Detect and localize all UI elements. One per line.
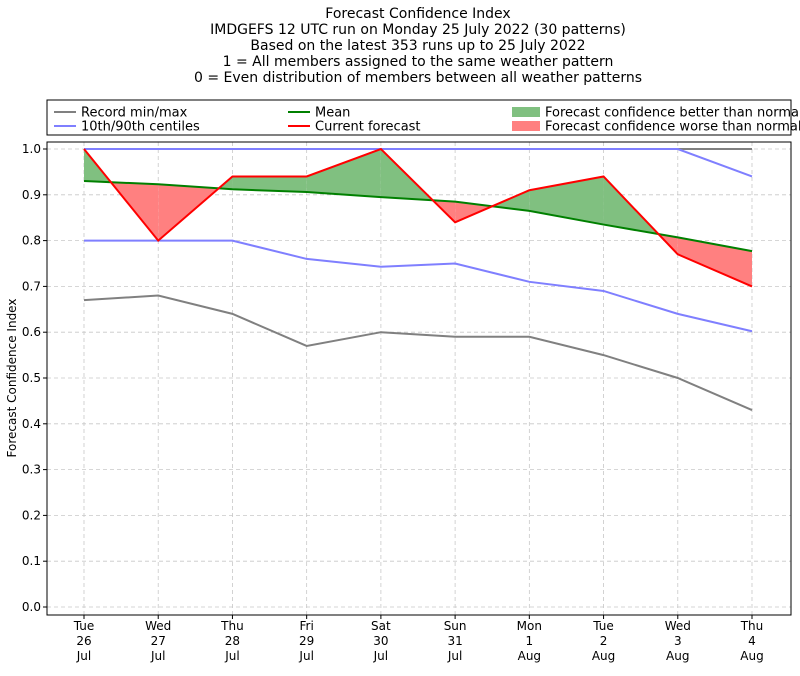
legend-label: Current forecast [315, 120, 421, 135]
title-line-3: Based on the latest 353 runs up to 25 Ju… [250, 38, 585, 54]
y-axis-label: Forecast Confidence Index [5, 299, 19, 458]
y-tick-label: 0.7 [22, 279, 41, 293]
legend-entry: Forecast confidence worse than normal [512, 120, 800, 135]
better-than-normal-area [529, 176, 604, 225]
legend-label: 10th/90th centiles [81, 120, 200, 135]
series-lines [83, 147, 753, 411]
y-tick-label: 0.1 [22, 554, 41, 568]
x-tick-label: Wed 3 Aug [665, 619, 691, 663]
x-tick-label: Thu 4 Aug [740, 619, 764, 663]
p90-centile-line [84, 148, 753, 178]
x-tick-label: Sun 31 Jul [444, 619, 467, 663]
y-axis: 0.0 0.1 0.2 0.3 0.4 0.5 0.6 0.7 0.8 0.9 1.0 [22, 142, 47, 614]
x-tick-label: Wed 27 Jul [145, 619, 171, 663]
legend-swatch-patch [512, 121, 540, 131]
legend-label: Forecast confidence better than normal [545, 106, 800, 121]
worse-than-normal-area [677, 237, 752, 287]
legend-frame [46, 99, 792, 136]
record-min-line [83, 294, 753, 411]
legend-swatch-patch [512, 107, 540, 117]
better-than-normal-area [232, 176, 307, 193]
y-tick-label: 0.8 [22, 234, 41, 248]
title-line-4: 1 = All members assigned to the same wea… [223, 54, 614, 70]
y-tick-label: 0.3 [22, 463, 41, 477]
chart-title: Forecast Confidence Index IMDGEFS 12 UTC… [194, 6, 642, 86]
better-than-normal-area [306, 149, 381, 198]
y-tick-label: 0.2 [22, 508, 41, 522]
y-tick-label: 0.9 [22, 188, 41, 202]
better-than-normal-area [492, 190, 530, 211]
x-tick-label: Mon 1 Aug [517, 619, 542, 663]
x-tick-label: Thu 28 Jul [220, 619, 244, 663]
legend-entry: 10th/90th centiles [54, 120, 200, 135]
y-tick-label: 0.6 [22, 325, 41, 339]
title-line-5: 0 = Even distribution of members between… [194, 70, 642, 86]
x-tick-label: Tue 2 Aug [592, 619, 615, 663]
x-axis: Tue 26 Jul Wed 27 Jul Thu 28 Jul Fri 29 Jul Sat 30 Jul… [73, 615, 764, 663]
y-tick-label: 0.0 [22, 600, 41, 614]
title-line-1: Forecast Confidence Index [325, 6, 510, 22]
current-forecast-line [83, 147, 753, 288]
legend-entry: Current forecast [288, 120, 421, 135]
legend-entry: Forecast confidence better than normal [512, 106, 800, 121]
p10-centile-line [84, 239, 753, 333]
worse-than-normal-area [455, 201, 493, 223]
x-tick-label: Fri 29 Jul [298, 619, 314, 663]
y-tick-label: 0.5 [22, 371, 41, 385]
legend-label: Record min/max [81, 106, 188, 121]
legend-entry: Record min/max [54, 106, 188, 121]
legend-label: Forecast confidence worse than normal [545, 120, 800, 135]
y-tick-label: 1.0 [22, 142, 41, 156]
title-line-2: IMDGEFS 12 UTC run on Monday 25 July 202… [210, 22, 626, 38]
y-tick-label: 0.4 [22, 417, 41, 431]
legend-entry: Mean [288, 106, 350, 121]
legend-label: Mean [315, 106, 350, 121]
mean-line [83, 180, 753, 253]
x-tick-label: Sat 30 Jul [371, 619, 391, 663]
x-tick-label: Tue 26 Jul [73, 619, 95, 663]
